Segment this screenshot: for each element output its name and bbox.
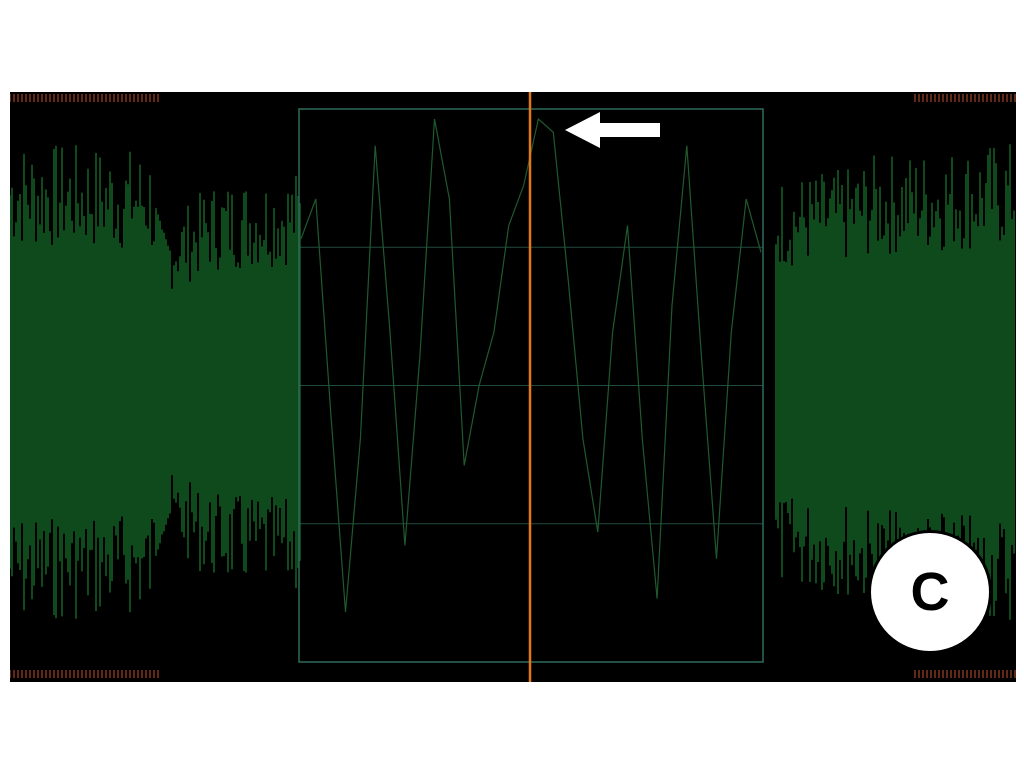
edge-ticks-bottom (10, 670, 1016, 678)
overview-waveform (10, 144, 1015, 620)
edge-ticks-top (10, 94, 1016, 102)
panel-label: C (868, 530, 992, 654)
waveform-svg (10, 92, 1016, 682)
oscilloscope-display (10, 92, 1016, 682)
arrow-left-icon (565, 112, 660, 148)
